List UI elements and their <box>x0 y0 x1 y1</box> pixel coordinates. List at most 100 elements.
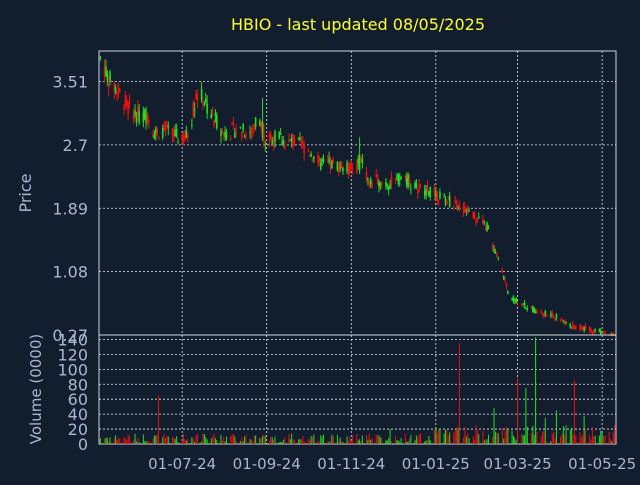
candle-body <box>473 211 476 219</box>
candle-body <box>575 325 577 329</box>
candle-body <box>350 166 353 170</box>
candle-body <box>375 174 378 178</box>
candle-body <box>396 174 398 178</box>
candle-body <box>573 326 576 329</box>
candle-body <box>405 177 408 185</box>
candle-body <box>107 84 110 88</box>
candle-body <box>583 326 585 331</box>
candle-body <box>358 156 361 171</box>
candle-body <box>570 327 573 329</box>
candle-body <box>153 133 156 140</box>
candle-body <box>559 319 562 322</box>
price-tick-label: 1.08 <box>52 263 88 282</box>
candle-body <box>326 161 329 163</box>
candle-body <box>105 66 107 76</box>
candle-body <box>466 207 469 215</box>
candle-body <box>464 206 466 212</box>
candle-body <box>214 112 217 116</box>
candle-body <box>484 228 487 230</box>
price-tick-label: 1.89 <box>52 199 88 218</box>
candle-body <box>468 210 470 212</box>
candle-body <box>288 140 290 142</box>
candle-body <box>193 108 196 111</box>
candle-body <box>534 312 537 314</box>
candle-body <box>482 219 484 224</box>
candle-body <box>356 164 358 173</box>
volume-tick-label: 140 <box>57 330 88 349</box>
candle-body <box>301 141 304 143</box>
candle-body <box>250 129 253 134</box>
candle-body <box>394 178 397 180</box>
candle-body <box>203 103 206 106</box>
candle-body <box>220 130 222 136</box>
candle-body <box>389 184 391 188</box>
candle-body <box>253 125 256 127</box>
candle-body <box>116 92 118 94</box>
candle-body <box>340 162 343 169</box>
candle-body <box>477 216 480 219</box>
candle-body <box>465 210 468 212</box>
candle-body <box>342 168 344 172</box>
candle-body <box>418 184 420 188</box>
candle-body <box>292 135 294 146</box>
candle-body <box>310 153 312 157</box>
candle-body <box>200 89 203 100</box>
candle-body <box>329 160 332 168</box>
candle-body <box>346 162 348 172</box>
candle-body <box>454 200 457 204</box>
candle-body <box>331 160 333 169</box>
candle-body <box>379 183 382 187</box>
candle-body <box>274 131 276 143</box>
candle-body <box>142 112 145 122</box>
candle-body <box>210 114 213 118</box>
candle-body <box>349 164 351 175</box>
candle-body <box>544 311 547 315</box>
candle-body <box>410 188 412 190</box>
candle-body <box>240 133 243 138</box>
candle-body <box>232 122 235 125</box>
candle-body <box>462 206 465 213</box>
candle-body <box>579 327 581 329</box>
candle-body <box>552 316 555 318</box>
candle-body <box>300 142 303 145</box>
candle-body <box>530 306 533 308</box>
candle-body <box>221 128 224 131</box>
candle-body <box>351 168 354 170</box>
candle-body <box>594 328 597 331</box>
candle-body <box>551 312 554 317</box>
candle-body <box>565 321 567 324</box>
candle-body <box>423 190 426 196</box>
candle-body <box>206 103 208 114</box>
candle-body <box>245 134 247 138</box>
volume-tick-label: 60 <box>68 390 88 409</box>
candle-body <box>252 127 254 131</box>
candle-body <box>145 113 147 123</box>
candle-body <box>282 140 285 146</box>
volume-tick-label: 120 <box>57 345 88 364</box>
volume-tick-label: 80 <box>68 375 88 394</box>
candle-body <box>336 162 339 171</box>
volume-frame <box>98 334 617 445</box>
candle-body <box>118 89 121 92</box>
candle-body <box>554 319 556 321</box>
candle-body <box>307 150 310 152</box>
candle-body <box>446 201 448 205</box>
candle-body <box>204 99 207 103</box>
candle-body <box>601 332 603 334</box>
volume-tick-label: 20 <box>68 420 88 439</box>
candle-body <box>117 84 120 93</box>
candle-body <box>494 252 497 254</box>
candle-body <box>156 129 159 136</box>
candle-body <box>525 307 527 309</box>
candle-body <box>106 71 109 81</box>
candle-body <box>415 182 418 189</box>
x-tick-label: 01-05-25 <box>568 455 636 473</box>
candle-body <box>182 137 185 144</box>
candle-body <box>137 107 139 117</box>
candle-body <box>598 328 601 331</box>
candle-body <box>270 134 272 139</box>
volume-tick-label: 40 <box>68 405 88 424</box>
candle-body <box>591 331 594 333</box>
candle-body <box>515 298 518 303</box>
